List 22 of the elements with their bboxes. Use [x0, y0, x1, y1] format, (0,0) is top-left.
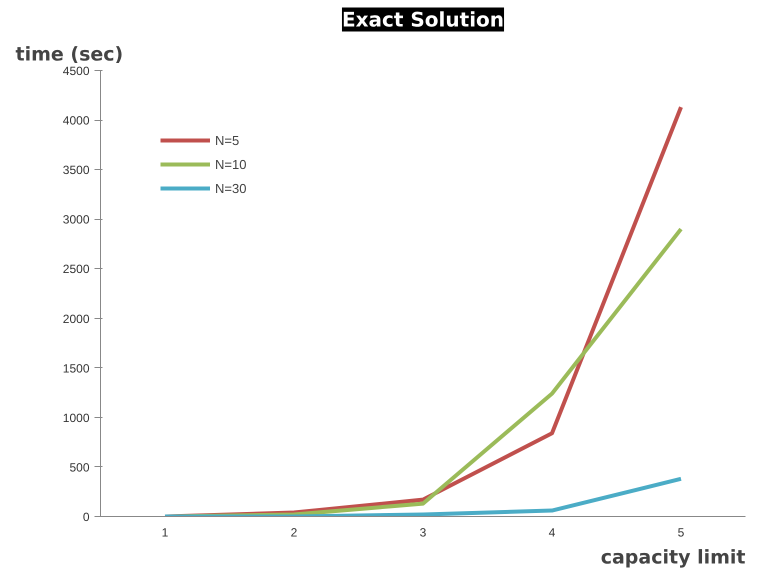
y-axis-title: time (sec)	[16, 44, 124, 66]
x-tick-label: 1	[162, 526, 169, 540]
y-tick-label: 500	[69, 460, 90, 474]
y-tick-label: 3500	[62, 163, 90, 178]
y-tick-label: 4000	[62, 114, 90, 128]
y-tick-label: 4500	[62, 64, 90, 78]
x-tick-label: 2	[290, 526, 298, 540]
y-tick-label: 2000	[62, 312, 90, 326]
x-axis-title: capacity limit	[600, 546, 746, 568]
chart-title: Exact Solution	[342, 8, 504, 32]
x-tick-label: 5	[678, 526, 685, 540]
y-tick-label: 1500	[62, 361, 90, 376]
legend-label: N=5	[215, 132, 240, 148]
legend-label: N=10	[215, 156, 246, 172]
y-tick-label: 0	[82, 510, 90, 524]
y-tick-label: 3000	[62, 212, 90, 227]
x-tick-label: 3	[420, 526, 427, 540]
y-tick-label: 1000	[62, 410, 90, 425]
y-tick-label: 2500	[62, 262, 90, 276]
x-tick-label: 4	[548, 526, 556, 540]
legend-label: N=30	[215, 180, 246, 196]
line-series	[163, 476, 683, 516]
